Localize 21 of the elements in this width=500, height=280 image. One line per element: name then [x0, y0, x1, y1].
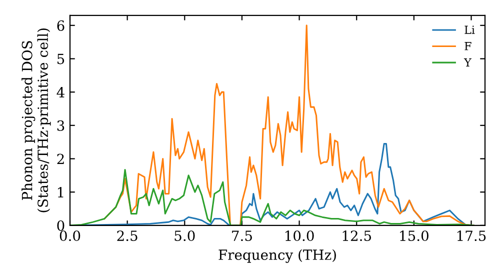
x-tick-label: 2.5: [117, 230, 138, 242]
y-tick-label: 3: [57, 120, 64, 131]
line-series: [70, 168, 474, 226]
x-tick-label: 17.5: [457, 230, 486, 242]
legend-label: F: [464, 42, 472, 50]
y-tick-label: 0: [57, 220, 64, 231]
x-axis-title: Frequency (THz): [218, 249, 336, 263]
x-tick-label: 0.0: [60, 230, 80, 242]
y-axis-title: Phonon projected DOS (States/THz·primitive cell): [22, 28, 51, 212]
y-tick-label: 4: [56, 87, 64, 98]
y-tick-label: 1: [58, 187, 64, 198]
x-tick-label: 7.5: [232, 230, 252, 242]
y-tick-label: 6: [57, 20, 64, 31]
x-tick-label: 15.0: [400, 230, 428, 242]
x-tick-label: 5.0: [174, 230, 195, 242]
y-tick-label: 2: [57, 154, 64, 164]
legend-label: Li: [464, 26, 475, 34]
y-tick-label: 5: [57, 54, 64, 64]
legend-label: Y: [464, 58, 472, 66]
x-tick-label: 10.0: [286, 230, 314, 242]
x-tick-label: 12.5: [342, 230, 371, 242]
